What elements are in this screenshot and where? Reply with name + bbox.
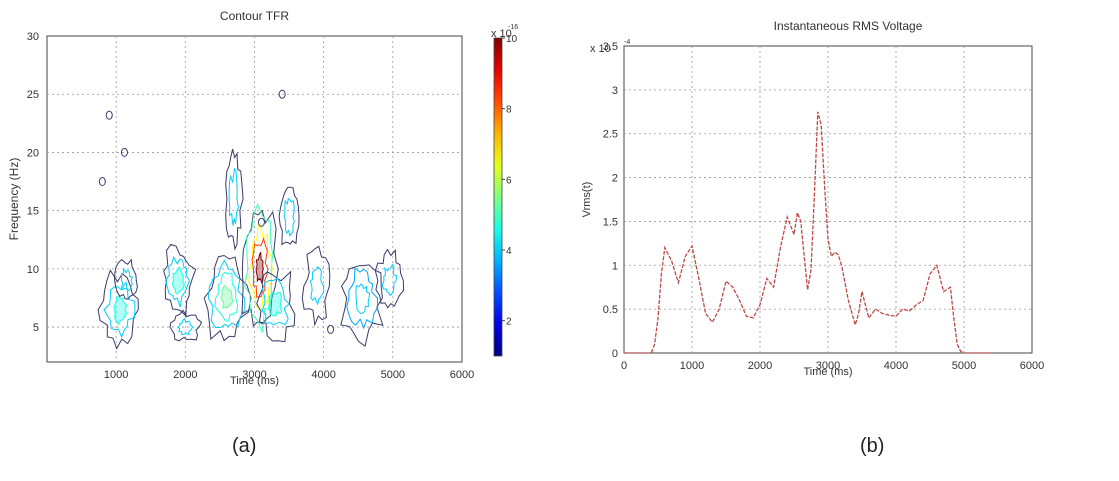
y-tick-label: 25: [27, 89, 39, 101]
y-tick-label: 30: [27, 31, 39, 43]
contour-line: [169, 309, 203, 342]
x-tick-label: 4000: [884, 360, 908, 372]
x-tick-label: 0: [621, 360, 627, 372]
contour-spot: [105, 110, 113, 120]
y-tick-label: 3: [612, 85, 618, 97]
contour-line: [220, 284, 234, 309]
contour-line: [163, 243, 197, 318]
y-exponent-multiplier: x 10: [590, 43, 611, 55]
rms-voltage-chart: Instantaneous RMS Voltage Time (ms) Vrms…: [581, 19, 1044, 378]
y-tick-label: 5: [33, 322, 39, 334]
contour-line: [355, 283, 371, 314]
x-tick-label: 5000: [381, 369, 405, 381]
x-tick-label: 6000: [450, 369, 474, 381]
x-tick-label: 1000: [104, 369, 128, 381]
y-exponent: -4: [624, 39, 630, 46]
y-axis-label: Vrms(t): [581, 182, 593, 218]
contour-line: [177, 317, 194, 336]
contour-line: [374, 248, 405, 309]
x-tick-label: 2000: [173, 369, 197, 381]
contour-line: [214, 271, 239, 322]
contour-layer: [97, 89, 405, 350]
contour-line: [207, 259, 246, 329]
contour-line: [241, 209, 279, 327]
x-tick-label: 6000: [1020, 360, 1044, 372]
x-tick-label: 3000: [816, 360, 840, 372]
y-axis-label: Frequency (Hz): [7, 158, 21, 241]
x-axis-label: Time (ms): [803, 366, 852, 378]
contour-line: [103, 281, 136, 339]
x-tick-label: 4000: [311, 369, 335, 381]
x-tick-label: 2000: [748, 360, 772, 372]
colorbar-tick-label: 8: [506, 105, 512, 116]
x-tick-label: 1000: [680, 360, 704, 372]
y-tick-label: 20: [27, 147, 39, 159]
contour-line: [225, 148, 244, 251]
contour-spot: [257, 217, 265, 227]
y-tick-label: 0.5: [603, 304, 618, 316]
colorbar-tick-label: 6: [506, 175, 512, 186]
contour-tfr-figure: Contour TFR Time (ms) Frequency (Hz) x 1…: [0, 0, 540, 476]
contour-line: [114, 258, 138, 300]
y-tick-label: 3.5: [603, 41, 618, 53]
colorbar-tick-label: 10: [506, 34, 518, 45]
contour-spot: [120, 147, 128, 157]
panel-label-b: (b): [860, 435, 885, 457]
y-tick-label: 10: [27, 264, 39, 276]
x-tick-label: 3000: [242, 369, 266, 381]
contour-tfr-chart: Contour TFR Time (ms) Frequency (Hz) x 1…: [7, 9, 518, 387]
contour-line: [165, 255, 190, 308]
chart-title: Contour TFR: [220, 9, 289, 23]
contour-line: [301, 245, 331, 327]
y-tick-label: 1: [612, 260, 618, 272]
x-axis-label: Time (ms): [230, 375, 279, 387]
x-tick-label: 5000: [952, 360, 976, 372]
contour-line: [244, 203, 274, 333]
rms-voltage-figure: Instantaneous RMS Voltage Time (ms) Vrms…: [560, 0, 1119, 476]
plot-area: [46, 35, 463, 363]
y-tick-label: 2.5: [603, 129, 618, 141]
contour-line: [346, 266, 379, 330]
contour-line: [278, 186, 300, 246]
y-tick-label: 1.5: [603, 216, 618, 228]
contour-spot: [327, 324, 335, 334]
contour-line: [113, 295, 128, 326]
contour-line: [97, 269, 139, 350]
contour-line: [267, 291, 283, 317]
contour-line: [228, 167, 240, 226]
contour-line: [340, 264, 384, 347]
colorbar-multiplier: x 10: [491, 28, 512, 40]
colorbar-tick-label: 4: [506, 246, 512, 257]
colorbar-tick-label: 2: [506, 317, 512, 328]
contour-line: [261, 277, 290, 326]
y-tick-label: 0: [612, 348, 618, 360]
contour-line: [309, 266, 325, 306]
y-tick-label: 15: [27, 206, 39, 218]
colorbar-exponent: -16: [508, 24, 518, 31]
contour-line: [256, 270, 296, 343]
contour-line: [381, 263, 398, 297]
contour-line: [121, 267, 134, 292]
y-tick-label: 2: [612, 173, 618, 185]
contour-spot: [278, 89, 286, 99]
contour-line: [171, 265, 185, 295]
panel-label-a: (a): [232, 435, 257, 457]
chart-title: Instantaneous RMS Voltage: [774, 19, 923, 33]
contour-line: [203, 254, 252, 342]
contour-spot: [98, 177, 106, 187]
series-line: [624, 111, 992, 354]
contour-line: [283, 197, 295, 237]
colorbar: [493, 37, 503, 357]
